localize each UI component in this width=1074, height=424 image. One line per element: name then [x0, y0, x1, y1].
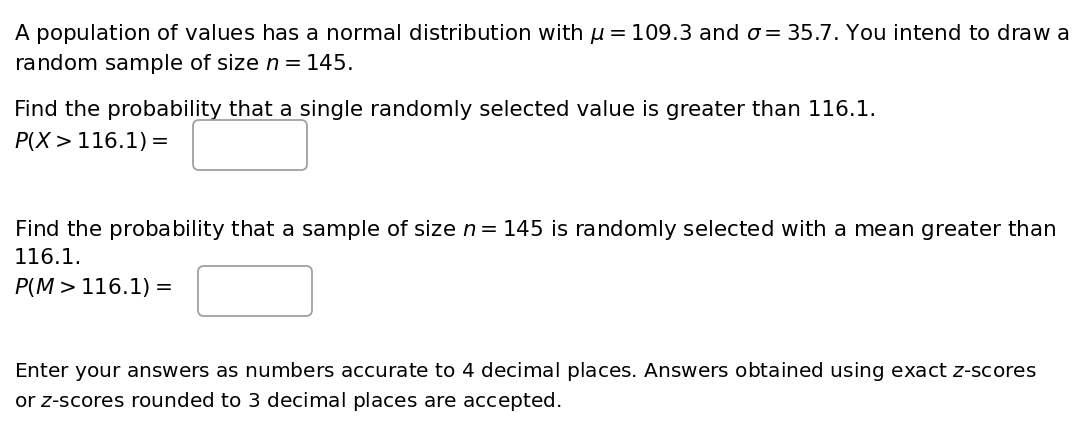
Text: $P(M > 116.1) = $: $P(M > 116.1) = $ [14, 276, 172, 299]
Text: 116.1.: 116.1. [14, 248, 83, 268]
Text: or $z$-scores rounded to 3 decimal places are accepted.: or $z$-scores rounded to 3 decimal place… [14, 390, 562, 413]
Text: Find the probability that a sample of size $n = 145$ is randomly selected with a: Find the probability that a sample of si… [14, 218, 1056, 242]
FancyBboxPatch shape [198, 266, 313, 316]
FancyBboxPatch shape [193, 120, 307, 170]
Text: A population of values has a normal distribution with $\mu = 109.3$ and $\sigma : A population of values has a normal dist… [14, 22, 1070, 46]
Text: Enter your answers as numbers accurate to 4 decimal places. Answers obtained usi: Enter your answers as numbers accurate t… [14, 360, 1036, 383]
Text: random sample of size $n = 145$.: random sample of size $n = 145$. [14, 52, 353, 76]
Text: Find the probability that a single randomly selected value is greater than 116.1: Find the probability that a single rando… [14, 100, 876, 120]
Text: $P(X > 116.1) = $: $P(X > 116.1) = $ [14, 130, 169, 153]
